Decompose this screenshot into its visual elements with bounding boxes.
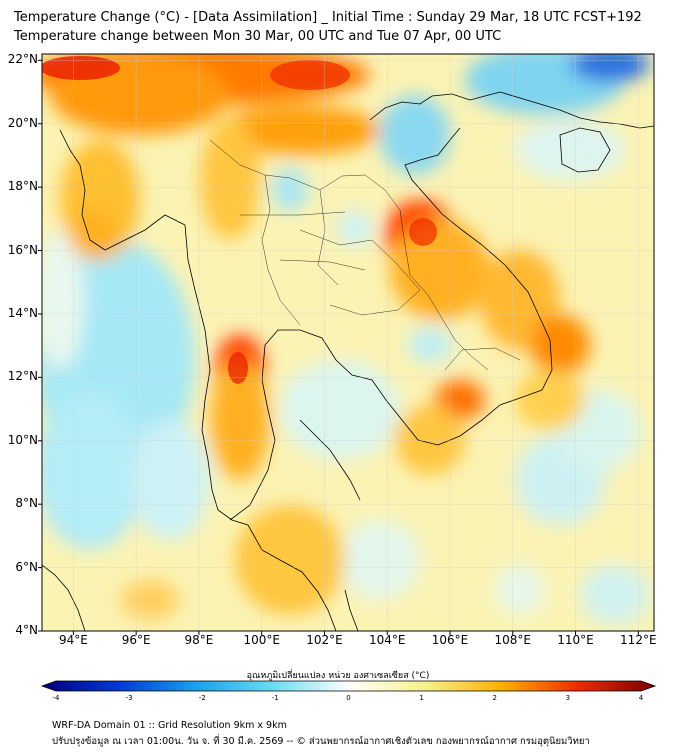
colorbar-tick-label: 2 bbox=[492, 694, 497, 702]
colorbar-tick-label: -2 bbox=[198, 694, 206, 702]
temperature-field bbox=[42, 54, 654, 631]
lon-tick-label: 106°E bbox=[431, 633, 469, 647]
colorbar-tick-label: 3 bbox=[565, 694, 571, 702]
lat-tick-label: 12°N bbox=[7, 369, 38, 384]
lat-tick-label: 16°N bbox=[7, 242, 38, 257]
map-title: Temperature Change (°C) - [Data Assimila… bbox=[14, 10, 642, 25]
lon-tick-label: 102°E bbox=[306, 633, 343, 647]
lat-tick-label: 8°N bbox=[15, 496, 38, 511]
lat-tick-label: 20°N bbox=[7, 115, 38, 130]
lat-tick-label: 22°N bbox=[7, 52, 38, 67]
map-frame bbox=[41, 53, 655, 632]
lat-tick-label: 18°N bbox=[7, 179, 38, 194]
lon-tick-label: 98°E bbox=[184, 633, 214, 647]
lat-tick-label: 6°N bbox=[15, 559, 38, 574]
footer-credit: ปรับปรุงข้อมูล ณ เวลา 01:00น. วัน จ. ที่… bbox=[52, 736, 590, 747]
lon-tick-label: 104°E bbox=[368, 633, 406, 647]
colorbar-tick-label: 0 bbox=[346, 694, 351, 702]
coastlines bbox=[42, 91, 654, 631]
colorbar-tick-label: -4 bbox=[52, 694, 60, 702]
lon-tick-label: 110°E bbox=[557, 633, 594, 647]
lat-tick-label: 10°N bbox=[7, 432, 38, 447]
colorbar-tick-label: 1 bbox=[419, 694, 424, 702]
lat-tick-label: 14°N bbox=[7, 305, 38, 320]
lon-tick-label: 112°E bbox=[620, 633, 657, 647]
lon-tick-label: 108°E bbox=[494, 633, 532, 647]
colorbar-scale bbox=[40, 680, 657, 692]
colorbar-title: อุณหภูมิเปลี่ยนแปลง หน่วย องศาเซลเซียส (… bbox=[246, 671, 430, 681]
colorbar-tick-label: -3 bbox=[125, 694, 133, 702]
colorbar-tick-label: -1 bbox=[271, 694, 279, 702]
lat-tick-label: 4°N bbox=[15, 623, 38, 637]
axis-ticks bbox=[38, 59, 639, 635]
footer-domain-info: WRF-DA Domain 01 :: Grid Resolution 9km … bbox=[52, 720, 287, 731]
map-subtitle: Temperature change between Mon 30 Mar, 0… bbox=[14, 29, 502, 44]
lon-tick-label: 94°E bbox=[58, 633, 88, 647]
colorbar bbox=[40, 680, 657, 692]
lon-tick-label: 100°E bbox=[243, 633, 280, 647]
lon-tick-label: 96°E bbox=[121, 633, 151, 647]
colorbar-tick-label: 4 bbox=[638, 694, 644, 702]
